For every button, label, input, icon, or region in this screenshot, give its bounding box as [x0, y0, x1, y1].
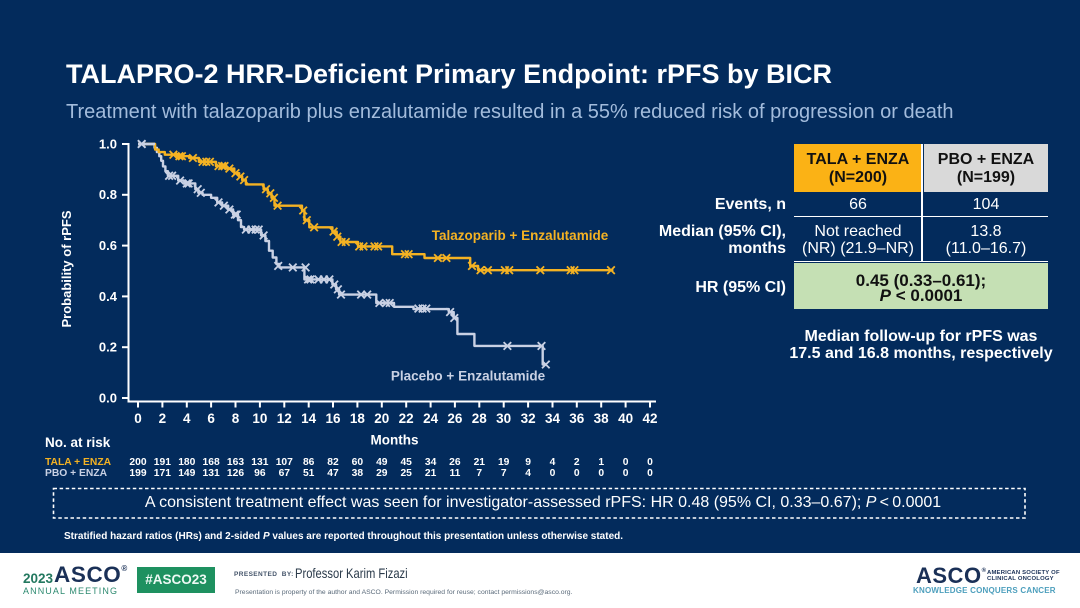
svg-text:32: 32: [521, 411, 536, 426]
svg-text:40: 40: [618, 411, 633, 426]
svg-text:0: 0: [574, 468, 580, 479]
svg-text:163: 163: [227, 457, 244, 468]
svg-text:9: 9: [525, 457, 531, 468]
svg-text:7: 7: [476, 468, 482, 479]
svg-text:0.6: 0.6: [99, 238, 117, 253]
svg-text:14: 14: [301, 411, 317, 426]
svg-text:60: 60: [352, 457, 364, 468]
svg-text:131: 131: [203, 468, 220, 479]
svg-text:0.0: 0.0: [99, 390, 117, 405]
svg-text:0: 0: [623, 457, 629, 468]
svg-text:45: 45: [400, 457, 412, 468]
svg-text:126: 126: [227, 468, 244, 479]
svg-text:38: 38: [594, 411, 610, 426]
svg-text:42: 42: [642, 411, 657, 426]
svg-text:16: 16: [325, 411, 341, 426]
svg-text:21: 21: [474, 457, 486, 468]
svg-text:49: 49: [376, 457, 388, 468]
svg-text:47: 47: [327, 468, 339, 479]
svg-text:1.0: 1.0: [99, 136, 117, 151]
svg-text:199: 199: [129, 468, 146, 479]
svg-text:19: 19: [498, 457, 510, 468]
svg-text:4: 4: [525, 468, 531, 479]
svg-text:21: 21: [425, 468, 437, 479]
svg-text:168: 168: [203, 457, 220, 468]
svg-text:12: 12: [277, 411, 292, 426]
svg-text:PBO + ENZA: PBO + ENZA: [45, 468, 108, 479]
svg-text:82: 82: [327, 457, 339, 468]
svg-text:180: 180: [178, 457, 195, 468]
svg-text:149: 149: [178, 468, 195, 479]
svg-text:Probability of rPFS: Probability of rPFS: [59, 210, 74, 327]
svg-text:Months: Months: [371, 433, 419, 448]
svg-text:28: 28: [472, 411, 488, 426]
svg-text:7: 7: [501, 468, 507, 479]
svg-text:2: 2: [574, 457, 580, 468]
svg-text:0: 0: [134, 411, 142, 426]
svg-text:0.2: 0.2: [99, 340, 117, 355]
svg-text:22: 22: [399, 411, 414, 426]
svg-text:107: 107: [276, 457, 293, 468]
svg-text:4: 4: [183, 411, 191, 426]
svg-text:Talazoparib + Enzalutamide: Talazoparib + Enzalutamide: [432, 228, 609, 243]
svg-text:Placebo + Enzalutamide: Placebo + Enzalutamide: [391, 369, 546, 384]
svg-text:67: 67: [279, 468, 291, 479]
svg-text:0: 0: [647, 457, 653, 468]
svg-text:18: 18: [350, 411, 366, 426]
svg-text:200: 200: [129, 457, 146, 468]
svg-text:10: 10: [252, 411, 267, 426]
svg-text:1: 1: [598, 457, 604, 468]
svg-text:24: 24: [423, 411, 439, 426]
svg-text:38: 38: [352, 468, 364, 479]
svg-text:0.8: 0.8: [99, 187, 117, 202]
svg-text:11: 11: [449, 468, 460, 479]
svg-text:26: 26: [447, 411, 463, 426]
svg-text:171: 171: [154, 468, 171, 479]
svg-text:20: 20: [374, 411, 389, 426]
svg-text:51: 51: [303, 468, 315, 479]
svg-text:0: 0: [550, 468, 556, 479]
svg-text:30: 30: [496, 411, 511, 426]
svg-text:25: 25: [400, 468, 412, 479]
svg-text:0: 0: [623, 468, 629, 479]
svg-text:131: 131: [251, 457, 268, 468]
svg-text:86: 86: [303, 457, 315, 468]
svg-text:26: 26: [449, 457, 461, 468]
svg-text:0: 0: [598, 468, 604, 479]
svg-text:0: 0: [647, 468, 653, 479]
svg-text:36: 36: [569, 411, 585, 426]
svg-text:29: 29: [376, 468, 388, 479]
svg-text:0.4: 0.4: [99, 289, 118, 304]
svg-text:34: 34: [425, 457, 437, 468]
svg-text:191: 191: [154, 457, 171, 468]
svg-text:No. at risk: No. at risk: [45, 435, 111, 450]
svg-text:2: 2: [159, 411, 167, 426]
svg-text:96: 96: [254, 468, 266, 479]
svg-text:6: 6: [207, 411, 215, 426]
svg-text:8: 8: [232, 411, 240, 426]
svg-text:4: 4: [550, 457, 556, 468]
svg-text:TALA + ENZA: TALA + ENZA: [45, 457, 112, 468]
svg-text:34: 34: [545, 411, 561, 426]
